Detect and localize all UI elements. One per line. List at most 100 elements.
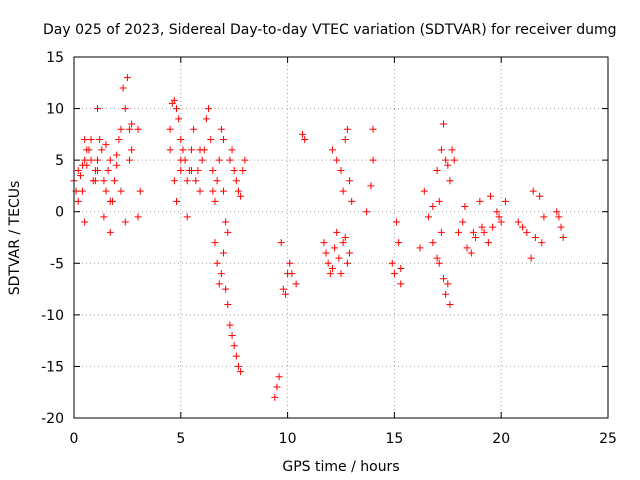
data-point (363, 208, 371, 216)
data-point (222, 218, 230, 226)
x-tick-label: 10 (279, 431, 297, 447)
data-point (117, 125, 125, 133)
data-point (87, 136, 95, 144)
data-point (557, 223, 565, 231)
data-point (437, 146, 445, 154)
data-point (93, 105, 101, 113)
data-point (207, 136, 215, 144)
data-point (121, 218, 129, 226)
data-point (461, 203, 469, 211)
data-point (446, 177, 454, 185)
data-point (343, 259, 351, 267)
data-point (213, 177, 221, 185)
data-point (301, 136, 309, 144)
data-point (134, 213, 142, 221)
data-point (183, 213, 191, 221)
data-point (81, 156, 89, 164)
data-point (239, 166, 247, 174)
data-point (489, 223, 497, 231)
data-point (326, 270, 334, 278)
data-point (166, 146, 174, 154)
grid-lines (74, 57, 608, 418)
data-point (81, 218, 89, 226)
x-axis-label: GPS time / hours (282, 459, 399, 475)
data-point (333, 156, 341, 164)
data-point (104, 166, 112, 174)
data-point (200, 146, 208, 154)
data-point (215, 280, 223, 288)
data-point (288, 270, 296, 278)
data-point (320, 239, 328, 247)
data-point (220, 187, 228, 195)
data-point (435, 197, 443, 205)
x-tick-label: 20 (492, 431, 510, 447)
data-point (198, 156, 206, 164)
data-point (536, 192, 544, 200)
data-point (442, 290, 450, 298)
data-point (183, 177, 191, 185)
data-points (70, 74, 567, 401)
data-point (211, 197, 219, 205)
data-point (213, 259, 221, 267)
data-point (478, 223, 486, 231)
data-point (100, 177, 108, 185)
data-point (390, 270, 398, 278)
data-point (106, 197, 114, 205)
data-point (348, 197, 356, 205)
data-point (123, 74, 131, 82)
data-point (230, 342, 238, 350)
data-point (81, 136, 89, 144)
data-point (194, 166, 202, 174)
data-point (425, 213, 433, 221)
data-point (459, 218, 467, 226)
y-tick-label: -5 (50, 256, 64, 272)
data-point (429, 203, 437, 211)
data-point (559, 234, 567, 241)
data-point (429, 239, 437, 247)
data-point (367, 182, 375, 190)
data-point (220, 136, 228, 144)
data-point (202, 115, 210, 123)
data-point (299, 130, 307, 138)
data-point (113, 151, 121, 159)
data-point (369, 156, 377, 164)
data-point (339, 239, 347, 247)
data-point (271, 393, 279, 401)
data-point (128, 146, 136, 154)
data-point (117, 187, 125, 195)
x-tick-label: 25 (599, 431, 617, 447)
data-point (217, 125, 225, 133)
y-tick-label: 5 (55, 153, 64, 169)
data-point (224, 301, 232, 309)
data-point (79, 161, 87, 169)
data-point (74, 197, 82, 205)
data-point (416, 244, 424, 252)
data-point (467, 249, 475, 257)
data-point (393, 218, 401, 226)
data-point (484, 239, 492, 247)
data-point (241, 156, 249, 164)
data-point (538, 239, 546, 247)
data-point (346, 249, 354, 257)
x-tick-label: 5 (176, 431, 185, 447)
data-point (333, 228, 341, 236)
data-point (232, 177, 240, 185)
data-point (196, 187, 204, 195)
data-point (437, 228, 445, 236)
data-point (324, 259, 332, 267)
data-point (96, 136, 104, 144)
x-tick-labels: 0 5 10 15 20 25 (70, 431, 617, 447)
chart-title: Day 025 of 2023, Sidereal Day-to-day VTE… (43, 22, 617, 38)
data-point (175, 115, 183, 123)
data-point (220, 249, 228, 257)
data-point (397, 280, 405, 288)
data-point (395, 239, 403, 247)
data-point (442, 156, 450, 164)
data-point (322, 249, 330, 257)
data-point (237, 192, 245, 200)
data-point (493, 208, 501, 216)
data-point (98, 146, 106, 154)
data-point (226, 156, 234, 164)
